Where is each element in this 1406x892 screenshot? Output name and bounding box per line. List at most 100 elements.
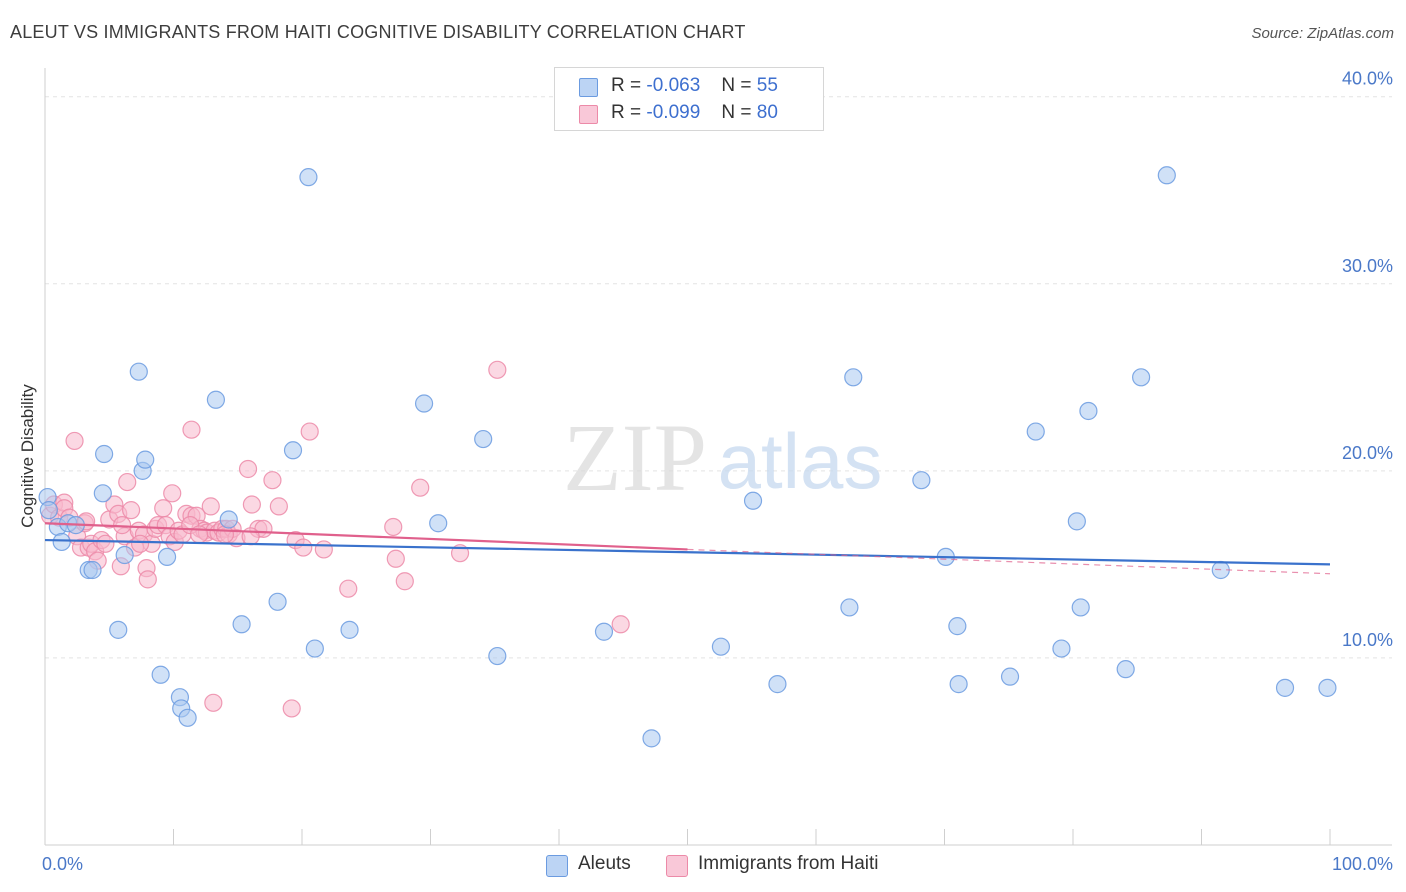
aleut-trend-line [44, 538, 1331, 566]
haiti-point [384, 517, 403, 537]
aleut-point [299, 168, 318, 187]
watermark-atlas: atlas [718, 417, 883, 505]
y-tick-label: 30.0% [1342, 256, 1393, 276]
haiti-trend-extension [687, 548, 1331, 575]
aleut-point [340, 620, 359, 639]
haiti-point [269, 497, 288, 516]
y-tick-label: 20.0% [1342, 443, 1393, 463]
aleut-point [642, 729, 661, 748]
haiti-point [121, 501, 141, 520]
aleut-point [429, 514, 448, 533]
aleut-point [1079, 401, 1098, 421]
aleut-point [206, 390, 226, 409]
points-layer [38, 166, 1337, 748]
x-tick-label: 100.0% [1332, 854, 1393, 874]
haiti-point [411, 478, 430, 497]
aleuts-stats-text: R = -0.063 N = 55 [611, 75, 778, 97]
aleut-point [83, 560, 102, 580]
aleut-point [1116, 660, 1135, 679]
haiti-point [182, 420, 201, 439]
stats-legend-box: R = -0.063 N = 55 R = -0.099 N = 80 [554, 67, 824, 131]
aleut-point [129, 362, 148, 381]
haiti-point [386, 549, 405, 568]
haiti-point [130, 534, 150, 553]
haiti-r-label: R = [611, 102, 642, 123]
aleut-point [1052, 639, 1071, 658]
haiti-point [611, 615, 630, 634]
aleut-point [948, 617, 967, 636]
aleut-point [1275, 678, 1295, 697]
aleut-point [109, 620, 128, 639]
haiti-point [263, 471, 282, 490]
aleut-point [1318, 678, 1337, 697]
haiti-point [201, 497, 220, 516]
aleut-point [844, 368, 863, 387]
aleut-point [268, 592, 287, 611]
y-tick-label: 10.0% [1342, 630, 1393, 650]
aleut-point [93, 484, 112, 503]
haiti-point [204, 693, 223, 712]
aleut-point [594, 622, 614, 641]
aleut-point [52, 532, 71, 552]
aleuts-r-label: R = [611, 75, 642, 96]
haiti-point [215, 525, 234, 544]
legend-aleuts-swatch [546, 855, 568, 877]
aleut-point [305, 639, 324, 658]
aleut-point [1067, 512, 1086, 531]
aleut-point [1157, 166, 1176, 185]
aleut-point [1132, 368, 1151, 387]
aleuts-n-value: 55 [756, 75, 778, 96]
watermark: ZIP atlas [563, 404, 882, 511]
aleut-point [232, 615, 251, 634]
haiti-point [96, 534, 115, 553]
haiti-point [65, 431, 84, 451]
aleut-point [95, 444, 114, 464]
haiti-point [118, 472, 137, 492]
aleut-point [1071, 598, 1090, 617]
chart-legend: Aleuts Immigrants from Haiti [0, 850, 1406, 880]
legend-haiti-swatch [666, 855, 688, 877]
aleut-point [488, 646, 507, 666]
haiti-n-label: N = [721, 102, 752, 123]
aleut-point [768, 675, 787, 694]
aleut-point [178, 708, 197, 727]
y-tick-label: 40.0% [1342, 69, 1393, 89]
aleut-point [1026, 422, 1045, 441]
haiti-n-value: 80 [756, 102, 778, 123]
haiti-r-value: -0.099 [646, 102, 701, 123]
aleut-point [840, 598, 859, 617]
watermark-zip: ZIP [563, 404, 707, 511]
haiti-point [163, 484, 182, 503]
axis-layer: 10.0% 20.0% 30.0% 40.0% 0.0% 100.0% [42, 68, 1393, 874]
trend-layer [44, 522, 1331, 575]
x-tick-label: 0.0% [42, 854, 83, 874]
haiti-point [294, 538, 313, 557]
haiti-point [395, 572, 414, 591]
legend-aleuts-label: Aleuts [578, 853, 631, 874]
haiti-point [242, 495, 261, 514]
grid-layer [45, 96, 1392, 659]
aleut-point [949, 675, 968, 694]
aleut-point [283, 441, 303, 460]
aleut-point [151, 665, 170, 684]
haiti-point [488, 360, 507, 379]
haiti-point [154, 499, 173, 518]
haiti-point [282, 699, 301, 718]
aleut-point [157, 547, 177, 567]
aleuts-r-value: -0.063 [646, 75, 701, 96]
aleut-point [474, 429, 493, 449]
aleut-point [115, 545, 134, 565]
aleut-point [219, 510, 238, 529]
haiti-trend-line [44, 522, 688, 551]
haiti-swatch [579, 105, 598, 124]
haiti-point [339, 579, 358, 598]
haiti-point [300, 422, 319, 441]
aleut-point [912, 471, 931, 490]
chart-source: Source: ZipAtlas.com [1251, 25, 1394, 42]
aleut-point [711, 637, 731, 656]
aleuts-n-label: N = [721, 75, 752, 96]
haiti-point [238, 459, 258, 479]
aleuts-swatch [579, 78, 598, 97]
haiti-point [314, 540, 333, 559]
